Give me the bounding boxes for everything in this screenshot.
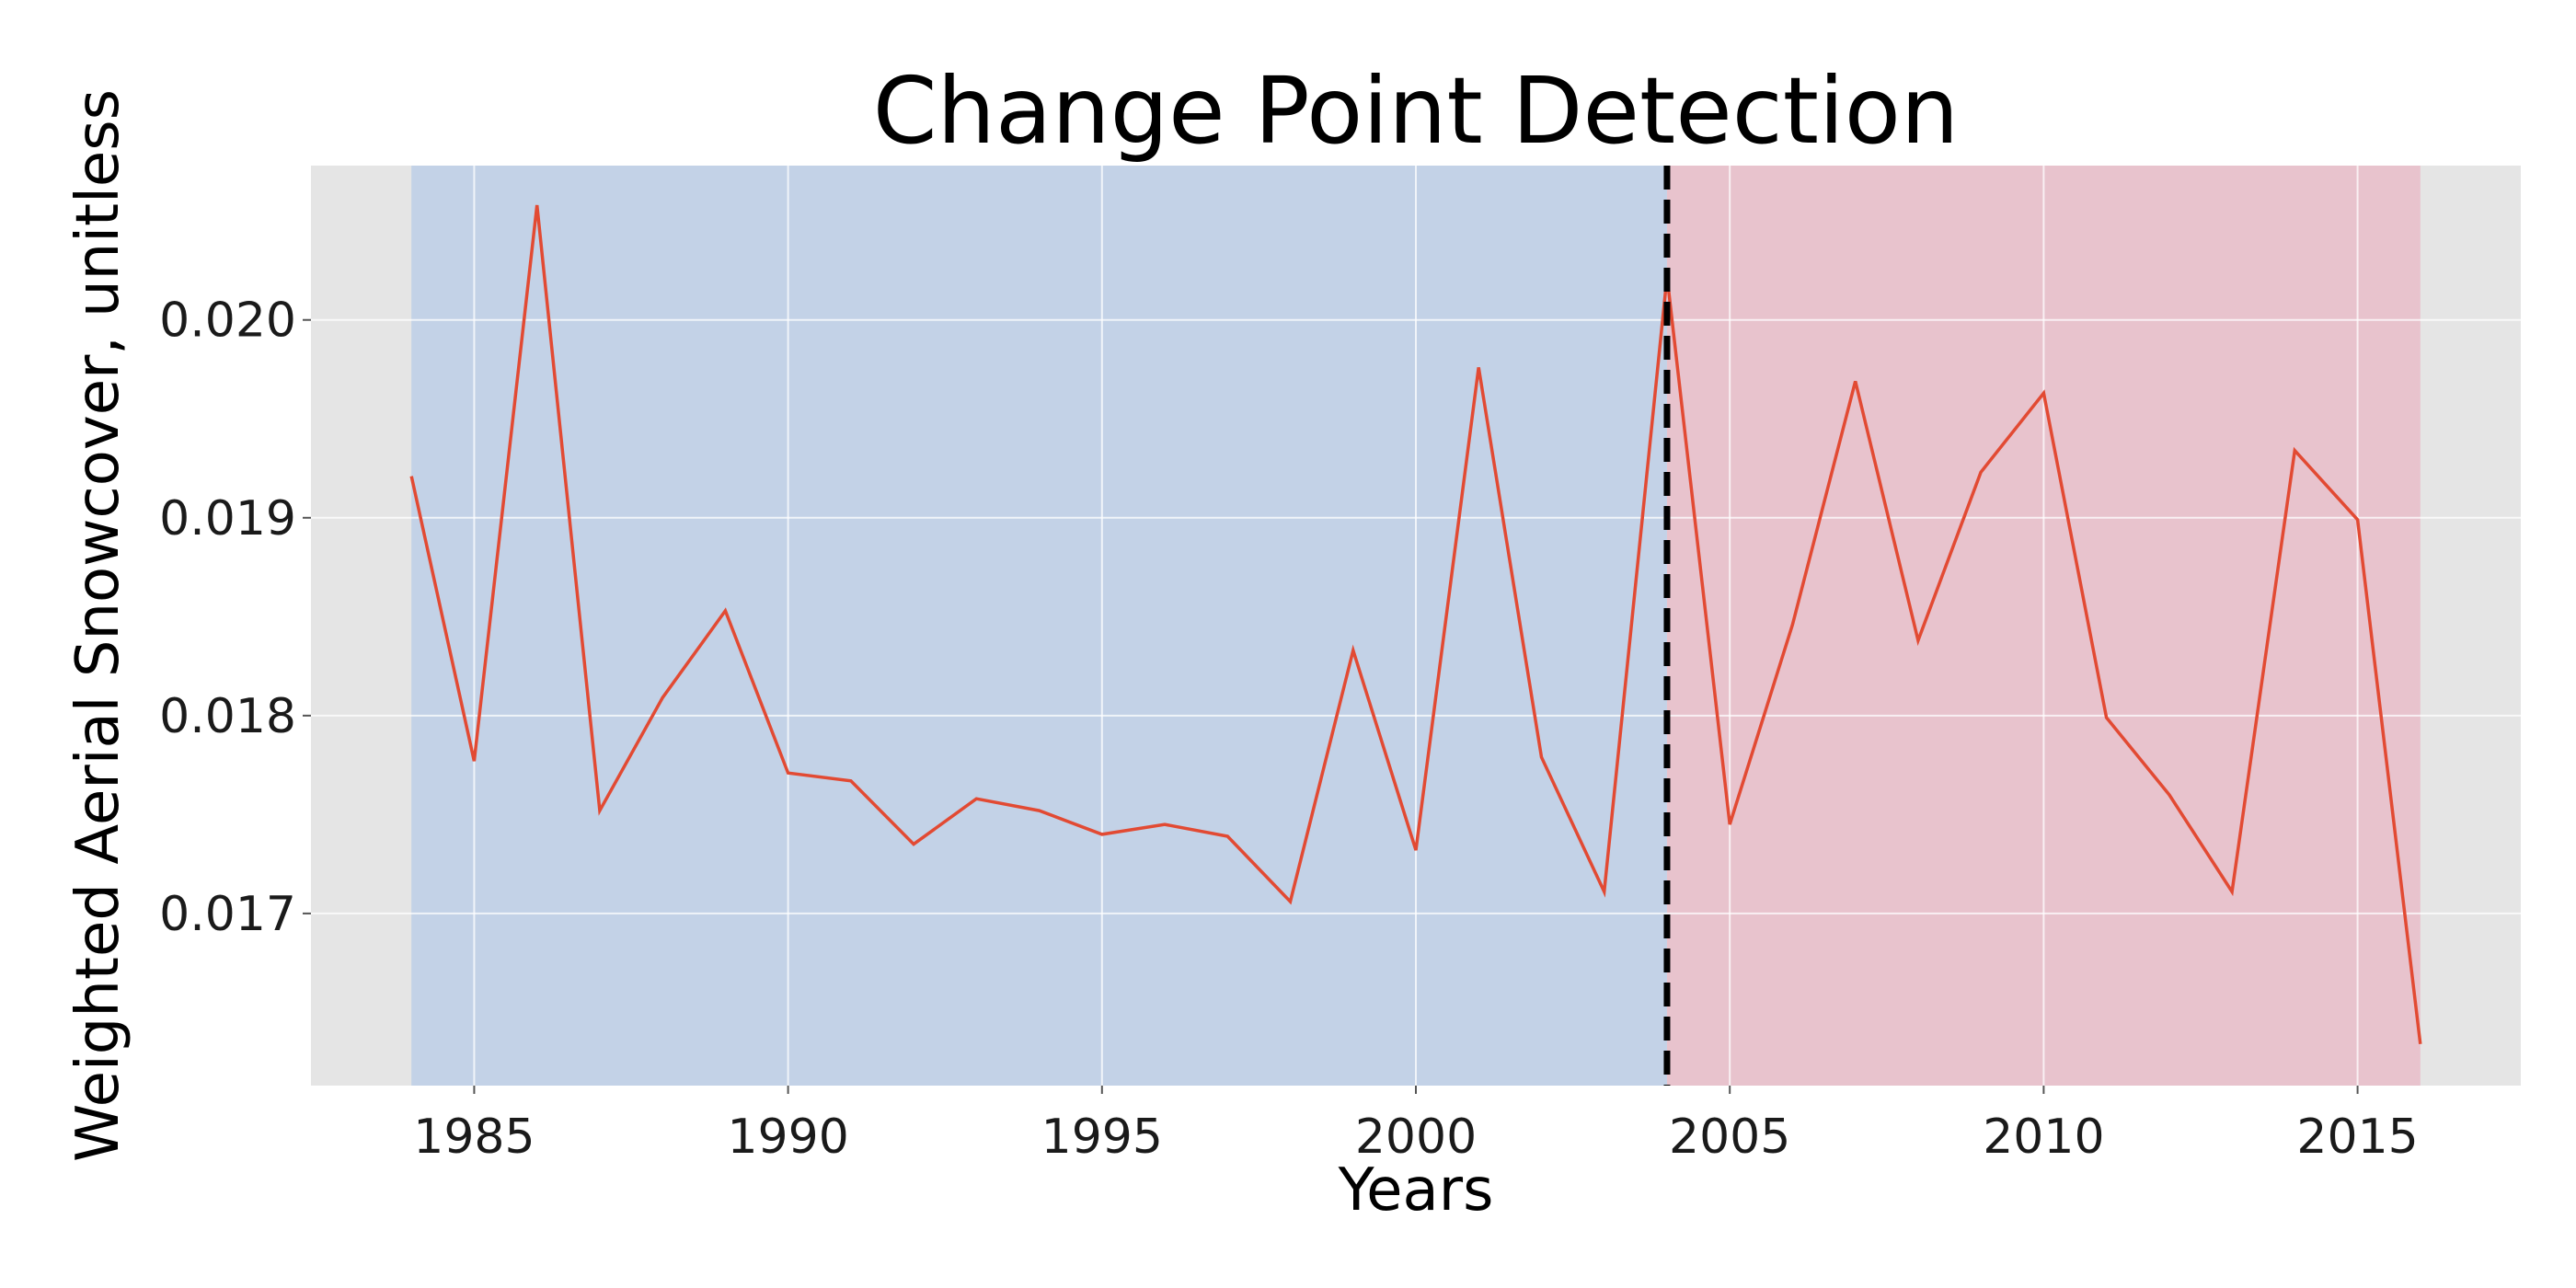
data-point <box>974 797 978 800</box>
y-tick-label: 0.020 <box>159 293 296 349</box>
data-point <box>1100 833 1104 836</box>
data-point <box>1477 365 1480 369</box>
data-point <box>2419 1042 2422 1046</box>
data-point <box>912 843 915 846</box>
data-point <box>1225 834 1229 838</box>
data-point <box>1854 379 1857 383</box>
data-point <box>723 609 727 613</box>
data-point <box>1790 623 1794 627</box>
data-point <box>1038 809 1041 812</box>
data-point <box>1603 890 1606 893</box>
series-line-1 <box>409 204 2422 1045</box>
data-point <box>1163 822 1167 826</box>
x-tick-label: 1995 <box>1041 1110 1163 1165</box>
data-point <box>2356 518 2360 522</box>
data-point <box>1351 649 1355 652</box>
data-point <box>535 203 539 207</box>
x-tick-label: 1990 <box>727 1110 848 1165</box>
data-point <box>1289 900 1293 903</box>
x-tick-label: 2015 <box>2296 1110 2418 1165</box>
data-point <box>472 759 476 763</box>
data-point <box>1728 822 1731 826</box>
segment-region-1 <box>411 166 1667 1086</box>
y-tick-label: 0.017 <box>159 887 296 942</box>
data-point <box>2041 391 2045 395</box>
data-point <box>2230 890 2234 893</box>
data-point <box>409 475 413 478</box>
x-tick-label: 2005 <box>1669 1110 1790 1165</box>
y-axis-label: Weighted Aerial Snowcover, unitless <box>64 89 132 1162</box>
data-point <box>787 771 790 775</box>
data-point <box>1979 470 1983 474</box>
data-point <box>2105 716 2109 719</box>
data-point <box>598 809 602 812</box>
x-tick-label: 2010 <box>1983 1110 2104 1165</box>
data-point <box>1414 848 1418 852</box>
data-point <box>2168 793 2171 797</box>
data-point <box>1916 638 1920 642</box>
data-point <box>849 779 853 783</box>
data-point <box>2293 449 2296 453</box>
data-point <box>1539 755 1543 759</box>
x-tick-label: 1985 <box>413 1110 535 1165</box>
x-tick-label: 2000 <box>1355 1110 1477 1165</box>
data-point <box>661 696 664 699</box>
y-tick-label: 0.019 <box>159 491 296 546</box>
chart-title: Change Point Detection <box>873 57 1960 165</box>
x-axis-label: Years <box>1338 1156 1494 1225</box>
y-tick-label: 0.018 <box>159 689 296 744</box>
